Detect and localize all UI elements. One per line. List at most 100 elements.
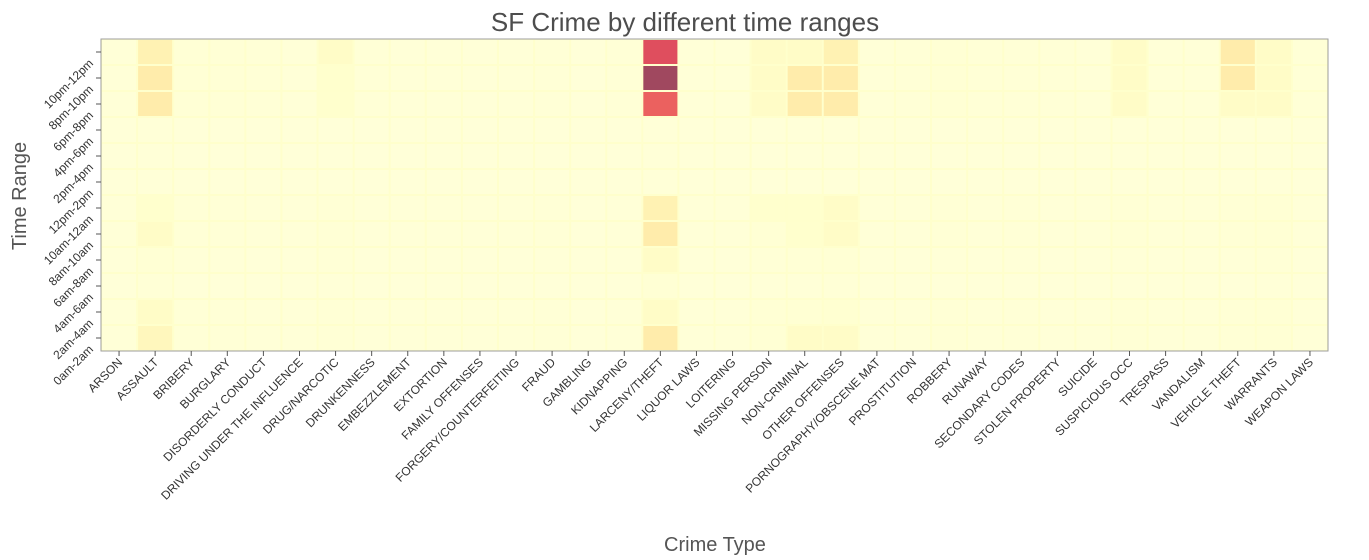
heatmap-cell (318, 248, 353, 272)
heatmap-cell (1004, 274, 1039, 298)
heatmap-cell (282, 248, 317, 272)
heatmap-cell (354, 300, 389, 324)
heatmap-cell (607, 144, 642, 168)
heatmap-cell (643, 248, 678, 272)
heatmap-cell (823, 196, 858, 220)
heatmap-cell (1184, 144, 1219, 168)
heatmap-cell (1184, 40, 1219, 64)
heatmap-cell (787, 326, 822, 350)
heatmap-cell (1040, 170, 1075, 194)
heatmap-cell (174, 144, 209, 168)
heatmap-cell (932, 274, 967, 298)
heatmap-cell (138, 326, 173, 350)
heatmap-cell (715, 92, 750, 116)
heatmap-cell (138, 300, 173, 324)
heatmap-cell (859, 170, 894, 194)
heatmap-cell (1076, 92, 1111, 116)
heatmap-cell (679, 118, 714, 142)
heatmap-cell (426, 300, 461, 324)
heatmap-cell (246, 248, 281, 272)
heatmap-cell (751, 326, 786, 350)
heatmap-cell (1220, 170, 1255, 194)
heatmap-cell (1076, 170, 1111, 194)
heatmap-cell (1148, 196, 1183, 220)
heatmap-cell (968, 248, 1003, 272)
heatmap-cell (1004, 196, 1039, 220)
heatmap-cell (210, 92, 245, 116)
heatmap-cell (318, 170, 353, 194)
heatmap-cell (426, 92, 461, 116)
heatmap-cell (462, 66, 497, 90)
heatmap-cell (823, 118, 858, 142)
heatmap-cell (1112, 40, 1147, 64)
heatmap-cell (1040, 222, 1075, 246)
heatmap-cell (968, 326, 1003, 350)
heatmap-cell (1220, 300, 1255, 324)
x-axis-label: Crime Type (664, 534, 766, 556)
heatmap-cell (1148, 92, 1183, 116)
heatmap-cell (1292, 196, 1327, 220)
heatmap-cell (607, 196, 642, 220)
heatmap-cell (715, 144, 750, 168)
heatmap-cell (174, 118, 209, 142)
heatmap-cell (787, 40, 822, 64)
heatmap-cell (1076, 248, 1111, 272)
heatmap-cell (751, 222, 786, 246)
heatmap-cell (679, 248, 714, 272)
heatmap-cell (607, 92, 642, 116)
heatmap-cell (859, 274, 894, 298)
heatmap-cell (102, 274, 137, 298)
heatmap-cell (210, 326, 245, 350)
heatmap-cell (102, 300, 137, 324)
heatmap-cell (535, 66, 570, 90)
heatmap-cell (932, 144, 967, 168)
heatmap-cell (535, 170, 570, 194)
heatmap-cell (715, 170, 750, 194)
heatmap-cell (968, 300, 1003, 324)
heatmap-cell (282, 222, 317, 246)
heatmap-cell (138, 92, 173, 116)
heatmap-cell (932, 248, 967, 272)
heatmap-cell (1040, 92, 1075, 116)
heatmap-cell (1292, 300, 1327, 324)
heatmap-cell (751, 274, 786, 298)
heatmap-cell (282, 326, 317, 350)
heatmap-cell (1076, 274, 1111, 298)
heatmap-cell (823, 274, 858, 298)
heatmap-cell (282, 92, 317, 116)
heatmap-cell (318, 40, 353, 64)
heatmap-cell (1292, 248, 1327, 272)
heatmap-cell (102, 248, 137, 272)
heatmap-cell (859, 196, 894, 220)
heatmap-cell (1004, 326, 1039, 350)
heatmap-cell (1220, 40, 1255, 64)
heatmap-cell (823, 326, 858, 350)
heatmap-cell (1112, 274, 1147, 298)
plot-frame (100, 38, 1329, 352)
heatmap-cell (1040, 196, 1075, 220)
heatmap-cell (390, 66, 425, 90)
heatmap-cell (1184, 170, 1219, 194)
heatmap-cell (751, 248, 786, 272)
heatmap-cell (715, 300, 750, 324)
heatmap-cell (607, 326, 642, 350)
heatmap-cell (1256, 66, 1291, 90)
heatmap-cell (895, 248, 931, 272)
heatmap-cell (174, 274, 209, 298)
heatmap-cell (932, 92, 967, 116)
heatmap-cell (1004, 248, 1039, 272)
chart-title: SF Crime by different time ranges (491, 7, 879, 37)
heatmap-cell (571, 92, 606, 116)
heatmap-cell (1220, 66, 1255, 90)
heatmap-cell (102, 170, 137, 194)
heatmap-cell (571, 144, 606, 168)
heatmap-cell (787, 92, 822, 116)
heatmap-cell (932, 300, 967, 324)
heatmap-cell (1184, 326, 1219, 350)
heatmap-cell (138, 118, 173, 142)
heatmap-cell (571, 222, 606, 246)
heatmap-cell (751, 300, 786, 324)
heatmap-cell (390, 248, 425, 272)
heatmap-cell (1184, 222, 1219, 246)
heatmap-cell (535, 300, 570, 324)
